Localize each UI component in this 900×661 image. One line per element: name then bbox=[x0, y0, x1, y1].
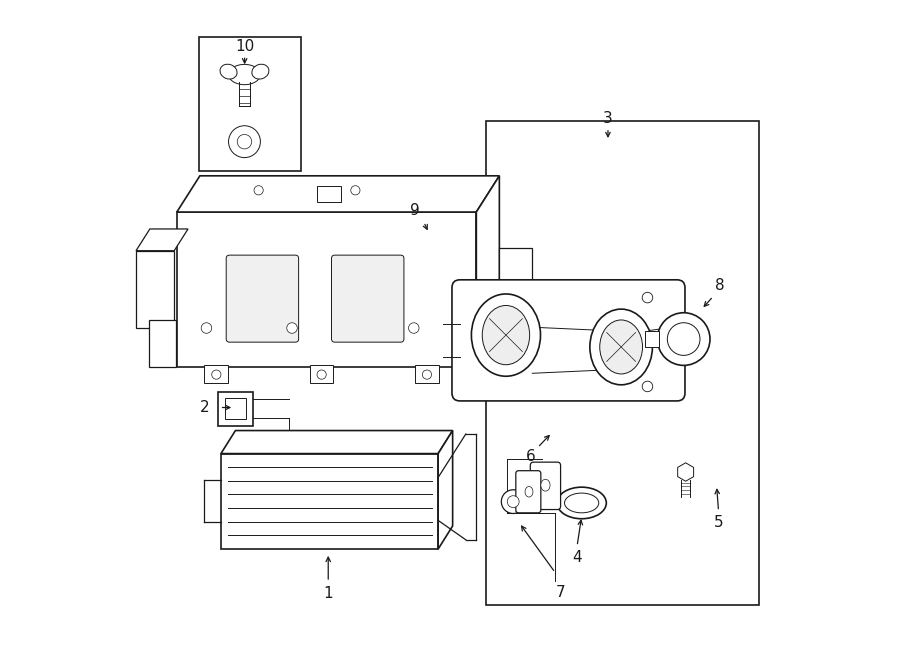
Ellipse shape bbox=[557, 487, 607, 519]
Text: 9: 9 bbox=[410, 203, 420, 218]
Text: 7: 7 bbox=[556, 585, 565, 600]
Circle shape bbox=[422, 370, 432, 379]
Bar bbox=[176, 212, 476, 367]
Circle shape bbox=[409, 323, 419, 333]
Ellipse shape bbox=[590, 309, 652, 385]
Bar bbox=[225, 399, 246, 419]
Bar bbox=[500, 248, 532, 333]
Circle shape bbox=[657, 313, 710, 366]
Bar bbox=[219, 392, 253, 426]
Bar bbox=[136, 251, 175, 328]
Ellipse shape bbox=[252, 64, 269, 79]
Text: 8: 8 bbox=[716, 278, 724, 293]
Ellipse shape bbox=[541, 479, 550, 491]
Circle shape bbox=[351, 186, 360, 195]
Text: 6: 6 bbox=[526, 449, 536, 465]
Bar bbox=[645, 331, 659, 347]
Circle shape bbox=[501, 490, 525, 514]
FancyBboxPatch shape bbox=[226, 255, 299, 342]
Ellipse shape bbox=[220, 64, 237, 79]
Circle shape bbox=[643, 292, 652, 303]
FancyBboxPatch shape bbox=[516, 471, 541, 513]
Bar bbox=[318, 186, 341, 202]
Text: 5: 5 bbox=[714, 515, 724, 530]
Polygon shape bbox=[678, 463, 694, 481]
Ellipse shape bbox=[229, 64, 260, 85]
Bar bbox=[149, 321, 176, 367]
Circle shape bbox=[287, 323, 297, 333]
Text: 10: 10 bbox=[235, 39, 255, 54]
Polygon shape bbox=[176, 176, 500, 212]
Circle shape bbox=[317, 370, 327, 379]
Circle shape bbox=[238, 134, 252, 149]
Circle shape bbox=[508, 496, 519, 508]
Polygon shape bbox=[438, 430, 453, 549]
Polygon shape bbox=[136, 229, 188, 251]
Circle shape bbox=[229, 126, 260, 157]
Bar bbox=[199, 37, 301, 171]
Ellipse shape bbox=[482, 305, 529, 365]
Circle shape bbox=[254, 186, 263, 195]
Polygon shape bbox=[476, 176, 500, 367]
Polygon shape bbox=[220, 430, 453, 453]
FancyBboxPatch shape bbox=[331, 255, 404, 342]
Bar bbox=[204, 365, 229, 383]
Bar bbox=[415, 365, 439, 383]
Bar bbox=[486, 121, 760, 605]
FancyBboxPatch shape bbox=[530, 462, 561, 510]
Ellipse shape bbox=[472, 294, 541, 376]
Circle shape bbox=[202, 323, 211, 333]
Bar bbox=[310, 365, 334, 383]
Circle shape bbox=[643, 381, 652, 392]
Circle shape bbox=[212, 370, 220, 379]
Ellipse shape bbox=[599, 320, 643, 374]
Text: 3: 3 bbox=[603, 111, 613, 126]
Ellipse shape bbox=[525, 486, 533, 497]
Text: 2: 2 bbox=[201, 400, 210, 415]
Circle shape bbox=[667, 323, 700, 356]
Text: 1: 1 bbox=[323, 586, 333, 602]
Text: 4: 4 bbox=[572, 550, 581, 565]
Bar bbox=[220, 453, 438, 549]
Ellipse shape bbox=[564, 493, 598, 513]
FancyBboxPatch shape bbox=[452, 280, 685, 401]
